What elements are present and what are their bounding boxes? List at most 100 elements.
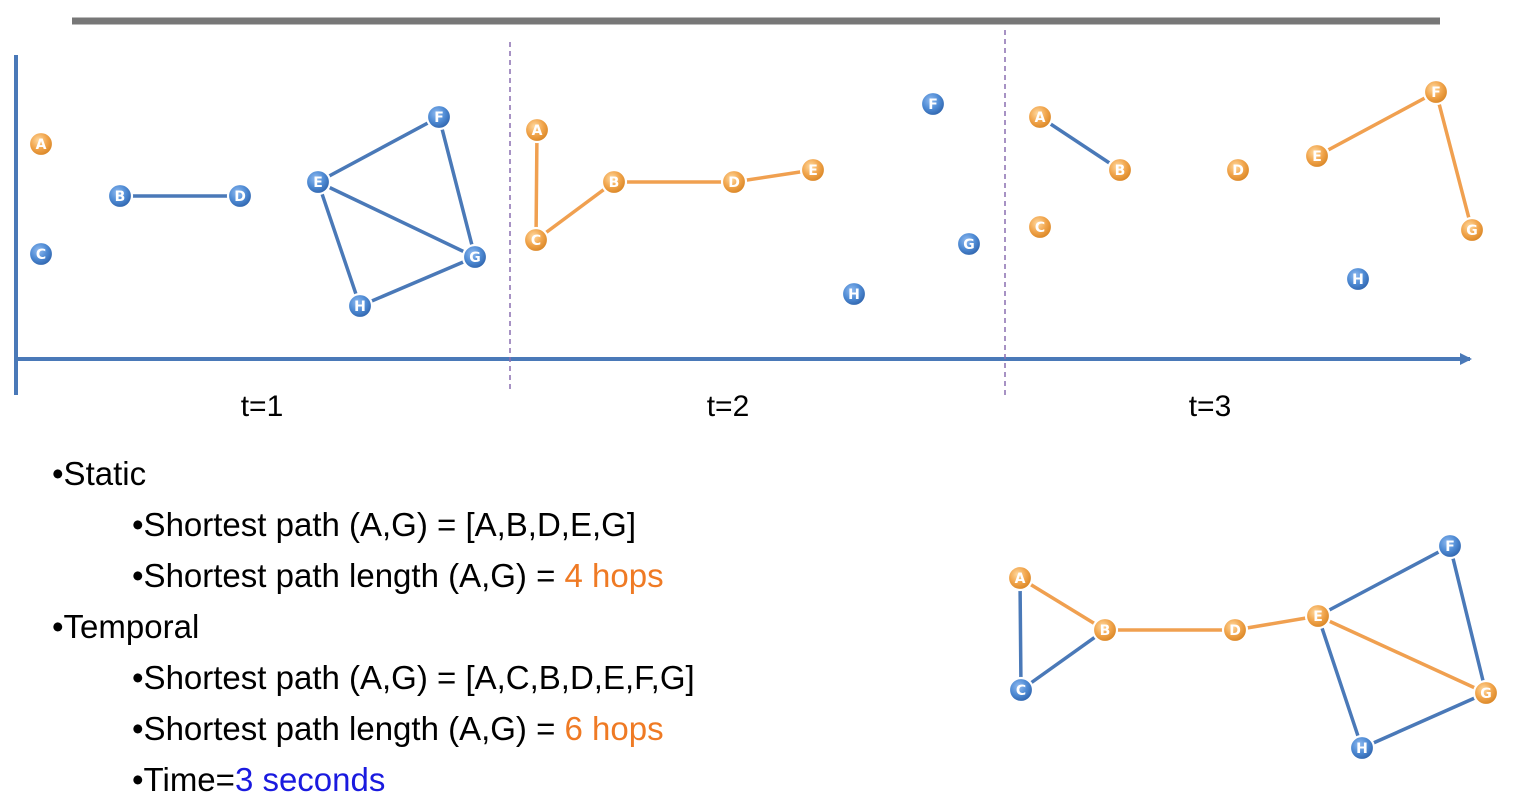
snapshot-1-node-A: A — [27, 130, 55, 158]
snapshot-2-node-F-circle — [919, 90, 947, 118]
snapshot-1-node-D-circle — [226, 182, 254, 210]
aggregate-node-G-circle — [1472, 679, 1500, 707]
aggregate-node-D-label: D — [1229, 623, 1241, 639]
snapshot-1-node-C-label: C — [36, 247, 46, 263]
snapshot-3-node-B-label: B — [1115, 163, 1126, 179]
aggregate-node-B-label: B — [1100, 623, 1111, 639]
aggregate-node-C: C — [1007, 676, 1035, 704]
snapshot-3-node-G-label: G — [1466, 223, 1478, 239]
aggregate-node-C-circle — [1007, 676, 1035, 704]
snapshot-2-node-E-label: E — [808, 163, 818, 179]
snapshot-2-node-A: A — [523, 116, 551, 144]
static-heading: •Static — [52, 455, 147, 492]
snapshot-2-node-F-label: F — [928, 97, 938, 113]
static-path-length: •Shortest path length (A,G) = 4 hops — [52, 550, 695, 601]
snapshot-1-node-G-label: G — [469, 250, 481, 266]
snapshot-1-node-B: B — [106, 182, 134, 210]
snapshot-2-node-B-circle — [600, 168, 628, 196]
snapshot-1-node-G-circle — [461, 243, 489, 271]
aggregate-node-A-circle — [1006, 564, 1034, 592]
aggregate-node-H: H — [1348, 734, 1376, 762]
snapshot-3-node-G: G — [1458, 216, 1486, 244]
snapshot-3-node-C: C — [1026, 213, 1054, 241]
temporal-shortest-path: •Shortest path (A,G) = [A,C,B,D,E,F,G] — [132, 659, 695, 696]
aggregate-node-F-circle — [1436, 532, 1464, 560]
snapshot-1-node-E-circle — [304, 168, 332, 196]
temporal-time-label: •Time= — [132, 761, 235, 798]
snapshot-3-node-G-circle — [1458, 216, 1486, 244]
snapshot-2-node-F: F — [919, 90, 947, 118]
snapshot-2-node-H-circle — [840, 280, 868, 308]
snapshot-3-node-D: D — [1224, 156, 1252, 184]
snapshot-3-node-E-circle — [1303, 142, 1331, 170]
aggregate-node-E: E — [1304, 602, 1332, 630]
snapshot-2-node-C-label: C — [531, 233, 541, 249]
snapshot-3-node-B-circle — [1106, 156, 1134, 184]
snapshot-2-node-G-label: G — [963, 237, 975, 253]
snapshot-2-node-A-circle — [523, 116, 551, 144]
snapshot-2-graph: A B C D E F G H — [522, 90, 983, 308]
snapshot-2-edge-A-C — [534, 128, 539, 242]
aggregate-edge-D-E — [1233, 614, 1320, 632]
temporal-time: •Time=3 seconds — [52, 754, 695, 805]
snapshot-3-node-E-label: E — [1312, 149, 1322, 165]
temporal-path-length-label: •Shortest path length (A,G) = — [132, 710, 565, 747]
snapshot-3-node-H-label: H — [1352, 272, 1364, 288]
snapshot-label-t2: t=2 — [706, 390, 750, 423]
snapshot-2-node-H: H — [840, 280, 868, 308]
aggregate-node-C-label: C — [1016, 683, 1026, 699]
snapshot-1-node-B-circle — [106, 182, 134, 210]
aggregate-node-G: G — [1472, 679, 1500, 707]
snapshot-3-node-F: F — [1422, 78, 1450, 106]
snapshot-3-node-H-circle — [1344, 265, 1372, 293]
snapshot-1-node-F-circle — [425, 103, 453, 131]
snapshot-label-t3: t=3 — [1188, 390, 1232, 423]
aggregate-node-H-label: H — [1356, 741, 1368, 757]
static-path-length-label: •Shortest path length (A,G) = — [132, 557, 565, 594]
snapshot-1-node-F: F — [425, 103, 453, 131]
snapshot-3-edge-F-G — [1434, 90, 1474, 232]
snapshot-3-edge-E-F — [1315, 90, 1438, 158]
aggregate-node-B-circle — [1091, 616, 1119, 644]
temporal-path-length-value: 6 hops — [564, 710, 664, 747]
snapshot-1-node-B-label: B — [115, 189, 126, 205]
path-bullet-list: •Static •Shortest path (A,G) = [A,B,D,E,… — [52, 448, 695, 805]
snapshot-1-node-E-label: E — [313, 175, 323, 191]
snapshot-2-node-G-circle — [955, 230, 983, 258]
snapshot-3-node-B: B — [1106, 156, 1134, 184]
snapshot-1-edge-E-G — [316, 180, 477, 259]
aggregate-graph: A B C D E F G H — [1006, 532, 1500, 762]
graphs-layer: A B C D E F G H A B C D E F G H A B C D E F G H A B C D E F G H — [27, 78, 1500, 762]
snapshot-2-node-E: E — [799, 156, 827, 184]
snapshot-1-edge-F-G — [437, 115, 477, 259]
snapshot-3-node-A: A — [1026, 103, 1054, 131]
aggregate-node-F: F — [1436, 532, 1464, 560]
snapshot-3-node-D-label: D — [1232, 163, 1244, 179]
snapshot-1-node-G: G — [461, 243, 489, 271]
snapshot-1-node-H-circle — [346, 292, 374, 320]
snapshot-2-edge-C-B — [534, 180, 616, 242]
snapshot-3-node-F-circle — [1422, 78, 1450, 106]
snapshot-1-edge-E-F — [316, 115, 441, 184]
snapshot-1-node-H: H — [346, 292, 374, 320]
snapshot-1-node-A-label: A — [36, 137, 47, 153]
aggregate-node-D-circle — [1221, 616, 1249, 644]
static-path-length-value: 4 hops — [564, 557, 664, 594]
aggregate-node-G-label: G — [1480, 686, 1492, 702]
snapshot-2-node-C-circle — [522, 226, 550, 254]
temporal-time-value: 3 seconds — [234, 761, 386, 798]
snapshot-2-node-D-label: D — [728, 175, 740, 191]
temporal-heading: •Temporal — [52, 608, 200, 645]
snapshot-3-node-C-circle — [1026, 213, 1054, 241]
aggregate-edge-A-B — [1018, 576, 1107, 632]
snapshot-1-edge-H-G — [358, 255, 477, 308]
snapshot-3-graph: A B C D E F G H — [1026, 78, 1486, 293]
aggregate-node-F-label: F — [1445, 539, 1455, 555]
aggregate-node-A: A — [1006, 564, 1034, 592]
snapshot-1-graph: A B C D E F G H — [27, 103, 489, 320]
snapshot-1-edge-E-H — [316, 180, 362, 308]
snapshot-1-node-D-label: D — [234, 189, 246, 205]
snapshot-3-node-A-label: A — [1035, 110, 1046, 126]
snapshot-label-t1: t=1 — [240, 390, 284, 423]
snapshot-1-node-A-circle — [27, 130, 55, 158]
